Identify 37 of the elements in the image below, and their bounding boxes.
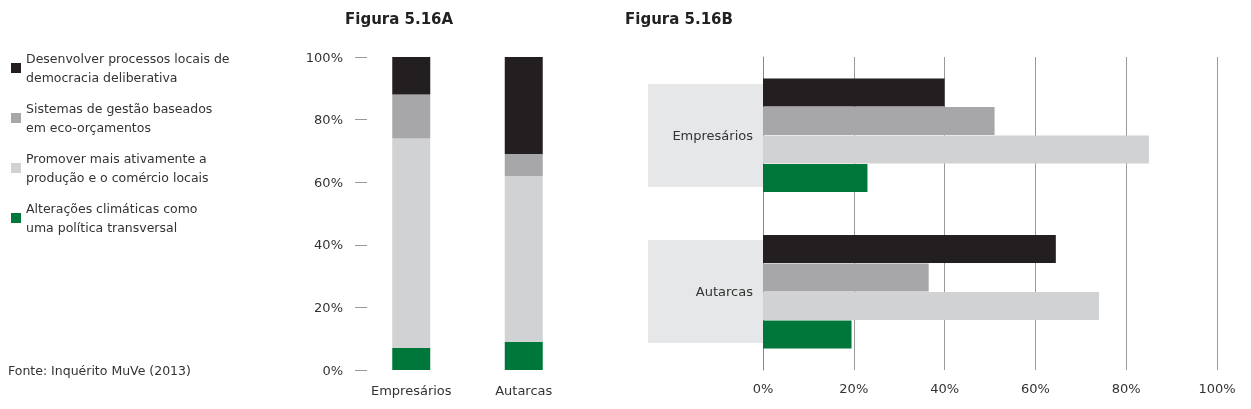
bar	[763, 320, 852, 349]
x-tick-label: 20%	[839, 381, 869, 396]
bar	[763, 234, 1056, 263]
legend-label: Alterações climáticas como uma política transversal	[26, 201, 202, 235]
y-tick-label: 0%	[322, 362, 343, 378]
y-tick-label: 80%	[314, 112, 343, 128]
bar	[504, 341, 543, 370]
bar	[763, 135, 1149, 164]
bar	[763, 164, 868, 193]
bar	[392, 348, 431, 370]
y-tick-label: 20%	[314, 299, 343, 315]
bar	[763, 263, 929, 292]
x-tick-label: 0%	[752, 381, 774, 396]
bar	[504, 175, 543, 342]
chart-title: Figura 5.16B	[625, 9, 733, 28]
x-tick-label: 40%	[930, 381, 960, 396]
x-tick-label: 100%	[1198, 381, 1236, 396]
bar	[392, 94, 431, 139]
bar	[763, 292, 1099, 321]
x-tick-label: Autarcas	[495, 383, 553, 398]
x-tick-label: Empresários	[370, 383, 452, 398]
x-tick-label: 60%	[1020, 381, 1050, 396]
bar	[504, 154, 543, 176]
legend-label: Desenvolver processos locais de democracia deliberativa	[26, 51, 234, 85]
bar	[763, 106, 995, 135]
bar	[504, 57, 543, 155]
y-tick-label: 40%	[314, 237, 343, 253]
legend-label: Promover mais ativamente a produção e o comércio locais	[26, 151, 211, 185]
y-tick-label: 100%	[305, 49, 343, 65]
chart-title: Figura 5.16A	[345, 9, 454, 28]
bar	[392, 138, 431, 349]
y-tick-label: 60%	[314, 174, 343, 190]
source-note: Fonte: Inquérito MuVe (2013)	[8, 363, 191, 378]
x-tick-label: 80%	[1111, 381, 1141, 396]
bar	[763, 78, 945, 107]
legend-label: Sistemas de gestão baseados em eco-orçamentos	[26, 101, 217, 135]
bar	[392, 57, 431, 95]
